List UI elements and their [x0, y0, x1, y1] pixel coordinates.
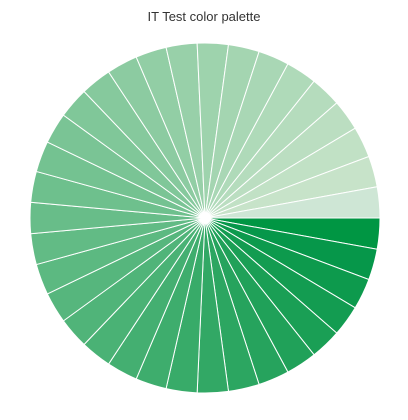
pie-slices	[30, 43, 380, 393]
